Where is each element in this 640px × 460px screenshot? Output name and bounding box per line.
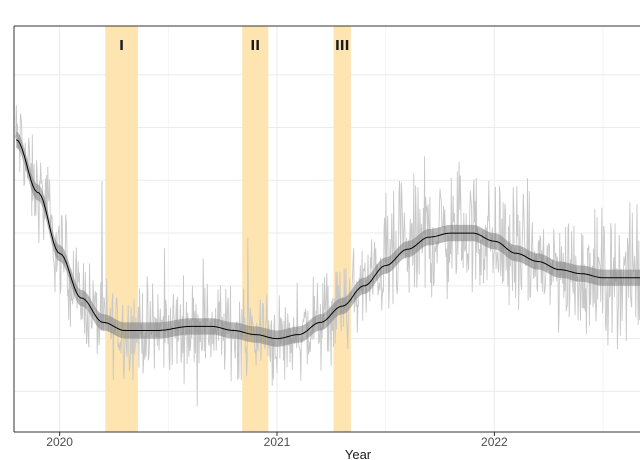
shaded-period [333, 26, 351, 432]
x-axis-ticks: 2020 2021 2022 [46, 432, 508, 449]
period-label: III [335, 39, 350, 54]
x-axis-title: Year [345, 447, 372, 460]
period-labels: I II III [119, 39, 349, 54]
x-tick-label: 2021 [264, 435, 291, 449]
trend-line [15, 139, 640, 340]
period-label: I [119, 39, 124, 54]
x-tick-label: 2020 [46, 435, 73, 449]
period-label: II [250, 39, 260, 54]
x-tick-label: 2022 [481, 435, 508, 449]
shaded-periods [105, 26, 351, 432]
trend-line-group [15, 139, 640, 340]
